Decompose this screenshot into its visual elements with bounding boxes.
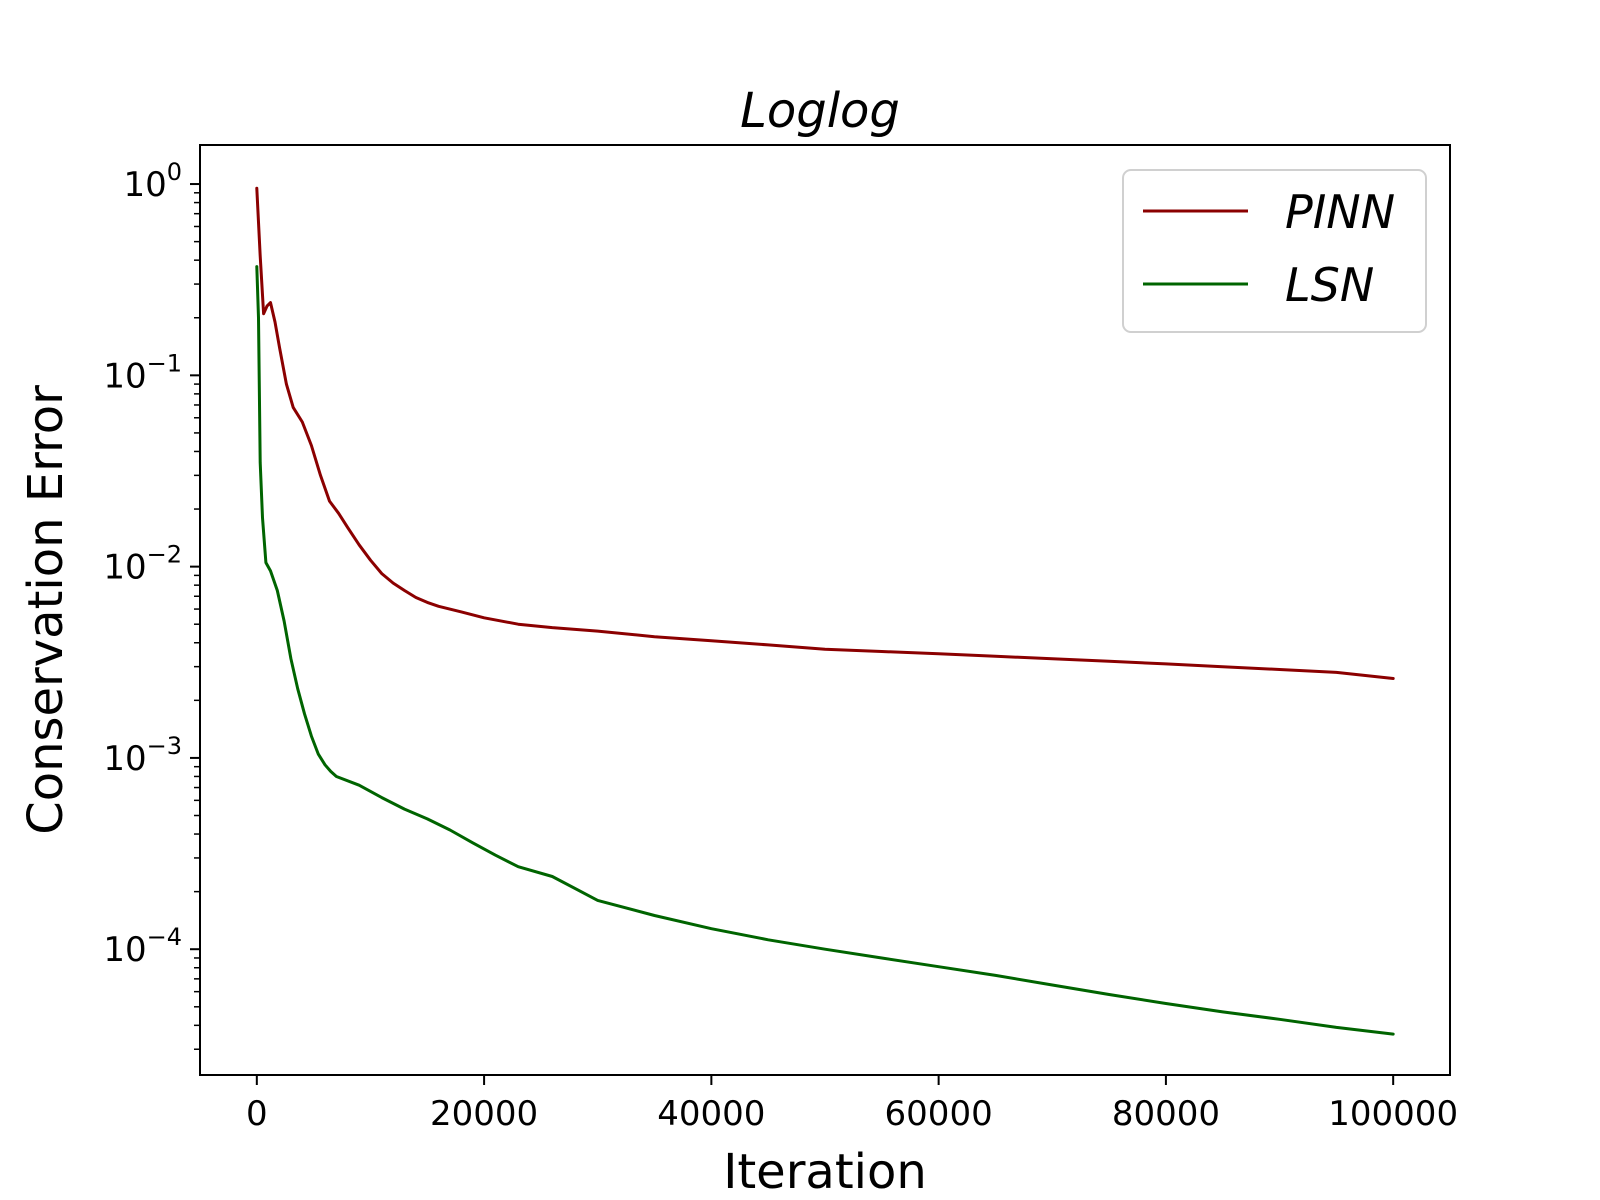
- y-axis-label: Conservation Error: [18, 385, 74, 835]
- x-tick-label: 40000: [657, 1094, 765, 1134]
- y-tick-label: 100: [123, 158, 182, 205]
- series-line-lsn: [255, 265, 1395, 1036]
- y-tick-label: 10−2: [103, 541, 182, 588]
- x-tick-label: 80000: [1112, 1094, 1220, 1134]
- x-tick-label: 20000: [430, 1094, 538, 1134]
- x-axis: 0 20000 40000 60000 80000 100000: [246, 1075, 1458, 1134]
- y-tick-label: 10−1: [103, 349, 182, 396]
- x-tick-label: 60000: [885, 1094, 993, 1134]
- y-tick-label: 10−4: [103, 923, 182, 970]
- x-tick-label: 100000: [1328, 1094, 1458, 1134]
- series-line-pinn: [255, 186, 1395, 680]
- chart-title: Loglog: [740, 83, 900, 139]
- x-axis-label: Iteration: [723, 1144, 927, 1200]
- x-tick-label: 0: [246, 1094, 268, 1134]
- plot-area-frame: [199, 144, 1451, 1076]
- y-tick-label: 10−3: [103, 732, 182, 779]
- y-axis: 100 10−1 10−2 10−3 10−4: [103, 158, 200, 970]
- legend: PINN LSN: [1122, 169, 1427, 333]
- legend-label-pinn: PINN: [1285, 185, 1395, 239]
- y-minor-ticks: [194, 192, 200, 1050]
- series-layer: [255, 186, 1395, 1036]
- legend-label-lsn: LSN: [1285, 258, 1374, 312]
